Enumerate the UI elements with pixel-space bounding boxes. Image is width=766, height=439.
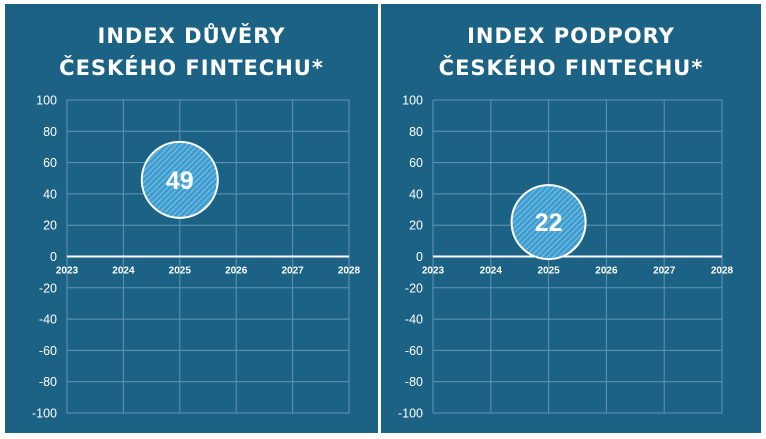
chart-title-line-1: INDEX DŮVĚRY (97, 24, 286, 48)
y-tick-label: -80 (405, 375, 423, 389)
chart-title-line-2: ČESKÉHO FINTECHU* (59, 56, 324, 80)
y-tick-label: -60 (405, 344, 423, 358)
chart-plot-duvera: 100 80 60 40 20 0 -20 -40 -60 -80 -100 2023 2024 2025… (32, 94, 361, 421)
x-tick-label: 2024 (112, 266, 135, 277)
x-tick-label: 2025 (169, 266, 192, 277)
x-tick-label: 2027 (281, 266, 304, 277)
chart-title-line-1: INDEX PODPORY (467, 24, 675, 48)
y-tick-label: -20 (39, 281, 57, 295)
x-tick-label: 2026 (225, 266, 248, 277)
y-tick-label: -100 (32, 407, 57, 421)
x-tick-label: 2026 (595, 266, 618, 277)
chart-title: INDEX DŮVĚRY ČESKÉHO FINTECHU* (5, 20, 378, 84)
y-tick-label: 20 (43, 219, 57, 233)
y-tick-label: -20 (405, 281, 423, 295)
chart-title-line-2: ČESKÉHO FINTECHU* (438, 56, 704, 80)
y-tick-label: 100 (36, 94, 57, 108)
x-tick-label: 2028 (711, 266, 734, 277)
data-bubble (510, 184, 587, 261)
x-tick-label: 2028 (338, 266, 361, 277)
data-bubble-label: 49 (166, 167, 194, 195)
data-bubble-label: 22 (535, 209, 563, 237)
chart-plot-podpora: 100 80 60 40 20 0 -20 -40 -60 -80 -100 2023 2024 2025… (398, 94, 734, 421)
x-tick-label: 2027 (653, 266, 676, 277)
x-tick-label: 2023 (422, 266, 445, 277)
data-bubble (140, 140, 219, 219)
x-tick-label: 2024 (480, 266, 503, 277)
y-tick-label: 60 (409, 156, 423, 170)
chart-title: INDEX PODPORY ČESKÉHO FINTECHU* (381, 20, 761, 84)
y-tick-label: 20 (409, 219, 423, 233)
y-tick-label: 40 (409, 187, 423, 201)
y-tick-label: 100 (402, 94, 423, 108)
y-tick-label: -100 (398, 407, 423, 421)
y-tick-label: -40 (39, 313, 57, 327)
y-tick-label: 0 (50, 250, 57, 264)
y-tick-label: 60 (43, 156, 57, 170)
y-tick-label: -40 (405, 313, 423, 327)
y-tick-label: 80 (43, 125, 57, 139)
x-tick-label: 2023 (56, 266, 79, 277)
y-tick-label: -60 (39, 344, 57, 358)
y-tick-label: -80 (39, 375, 57, 389)
y-tick-label: 0 (416, 250, 423, 264)
chart-panel-podpora: INDEX PODPORY ČESKÉHO FINTECHU* 100 80 60 4… (381, 4, 761, 433)
chart-panel-duvera: INDEX DŮVĚRY ČESKÉHO FINTECHU* 100 80 60 40… (5, 4, 378, 433)
y-tick-label: 40 (43, 187, 57, 201)
y-tick-label: 80 (409, 125, 423, 139)
x-tick-label: 2025 (537, 266, 560, 277)
